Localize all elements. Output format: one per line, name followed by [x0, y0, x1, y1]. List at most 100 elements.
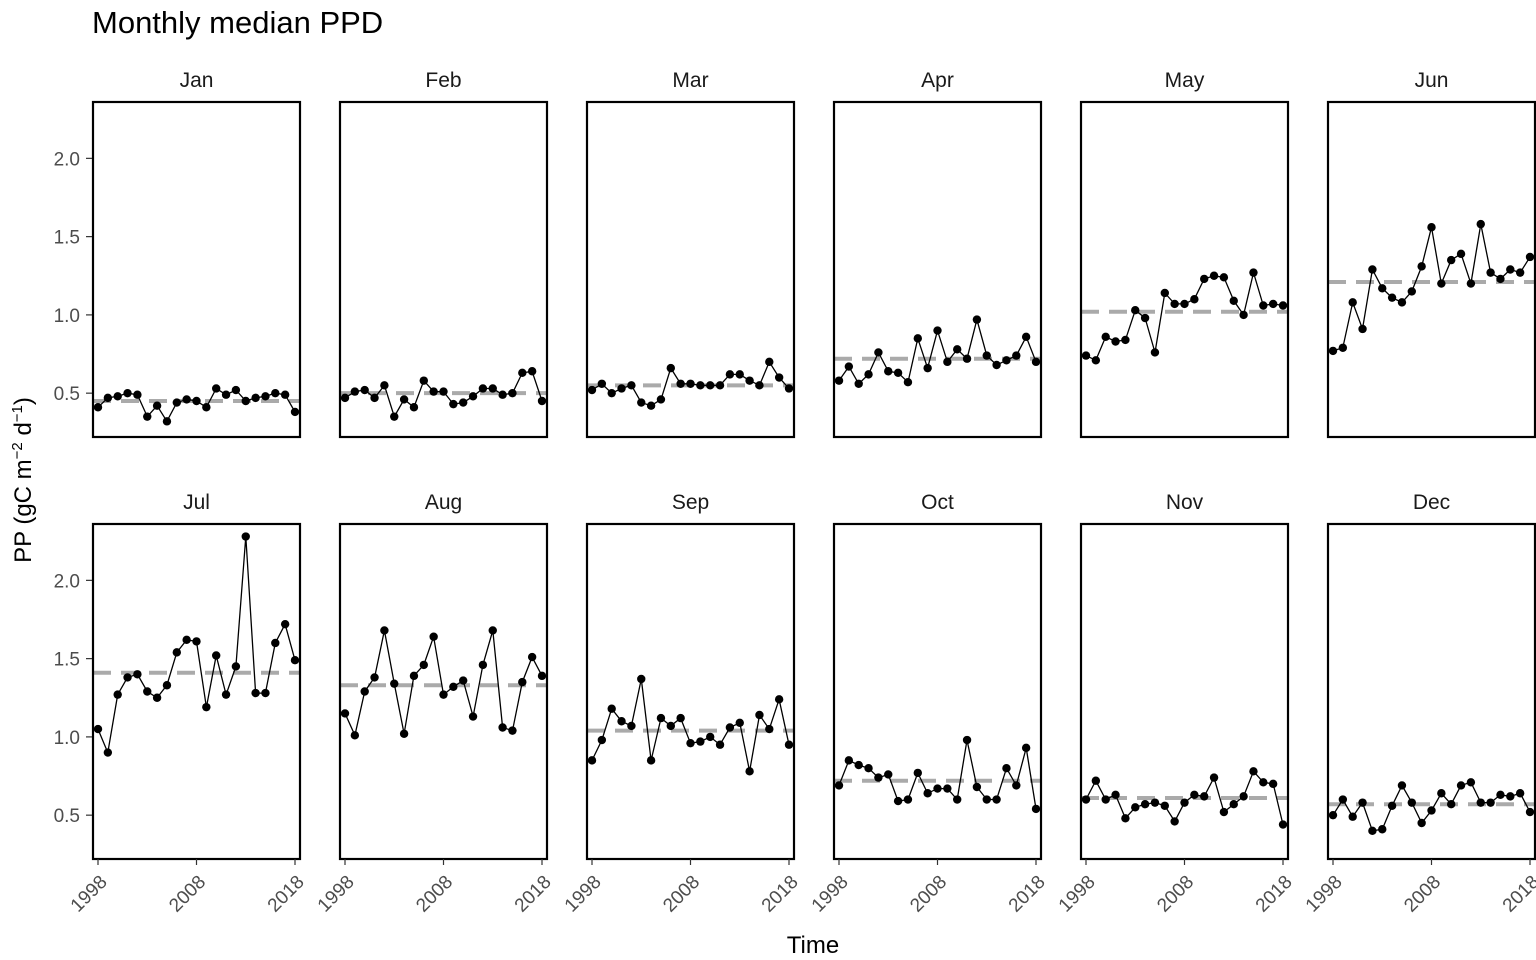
data-point	[646, 756, 656, 765]
x-tick-label: 2018	[758, 872, 803, 917]
data-point	[943, 357, 952, 367]
data-point	[1278, 301, 1288, 310]
data-point	[1506, 265, 1515, 274]
x-tick-label: 2018	[264, 872, 309, 917]
data-point	[537, 396, 547, 406]
data-point	[498, 390, 507, 399]
data-point	[864, 764, 873, 773]
data-point	[212, 384, 221, 393]
data-point	[1338, 343, 1348, 352]
data-point	[192, 396, 201, 406]
data-point	[962, 735, 972, 745]
data-point	[903, 378, 913, 387]
data-point	[1200, 274, 1209, 284]
data-point	[202, 702, 211, 712]
data-point	[1268, 299, 1278, 309]
data-point	[143, 412, 152, 421]
data-point	[370, 393, 379, 403]
y-tick-label: 1.0	[54, 728, 80, 749]
data-point	[656, 713, 666, 723]
x-tick-label: 1998	[561, 872, 606, 917]
data-point	[419, 376, 428, 385]
data-point	[1456, 249, 1466, 259]
data-point	[884, 367, 893, 376]
data-point	[1348, 812, 1357, 821]
data-point	[1486, 798, 1495, 807]
data-point	[1002, 764, 1011, 773]
data-point	[488, 384, 497, 393]
data-point	[133, 670, 142, 679]
data-point	[290, 407, 300, 417]
data-point	[1091, 776, 1101, 785]
data-point	[449, 682, 458, 692]
data-point	[1012, 351, 1021, 360]
data-point	[123, 388, 132, 398]
data-point	[380, 626, 389, 635]
x-tick-label: 2018	[1499, 872, 1536, 917]
data-point	[1031, 357, 1041, 367]
series-line	[344, 630, 543, 738]
data-point	[1229, 800, 1238, 809]
data-point	[123, 673, 132, 682]
panel-apr: Apr	[832, 69, 1043, 439]
data-point	[1101, 795, 1110, 804]
data-point	[1466, 778, 1476, 787]
data-point	[280, 390, 290, 399]
panel-title: Aug	[425, 491, 462, 514]
data-point	[953, 345, 962, 354]
data-point	[350, 387, 360, 396]
panel-border	[832, 100, 1043, 439]
data-point	[360, 385, 369, 395]
data-point	[962, 354, 972, 363]
data-point	[874, 773, 883, 782]
data-point	[113, 392, 122, 401]
panel-border	[91, 100, 302, 439]
data-point	[1209, 271, 1219, 280]
data-point	[1476, 219, 1485, 229]
data-point	[113, 690, 122, 699]
data-point	[1407, 287, 1417, 296]
data-point	[1496, 790, 1505, 800]
y-tick-label: 1.0	[54, 306, 80, 327]
data-point	[1170, 817, 1179, 826]
data-point	[1121, 335, 1130, 345]
data-point	[864, 370, 873, 379]
data-point	[172, 648, 181, 657]
data-point	[587, 385, 597, 395]
data-point	[1437, 279, 1446, 288]
data-point	[429, 387, 438, 396]
data-point	[903, 795, 913, 804]
data-point	[1447, 255, 1456, 265]
x-axis-title: Time	[787, 932, 839, 959]
data-point	[774, 695, 784, 704]
data-point	[1496, 274, 1505, 284]
data-point	[854, 379, 863, 388]
data-point	[1229, 296, 1238, 306]
data-point	[1456, 781, 1466, 790]
data-point	[1447, 800, 1456, 809]
panel-jul: Jul 1998 2008 2018	[67, 491, 309, 917]
data-point	[1249, 268, 1258, 277]
panel-title: Jan	[180, 69, 214, 92]
data-point	[1338, 795, 1348, 804]
data-point	[221, 390, 231, 399]
data-point	[1111, 790, 1120, 800]
data-point	[696, 737, 705, 746]
data-point	[1239, 792, 1248, 801]
x-tick-label: 2018	[511, 872, 556, 917]
data-point	[617, 384, 626, 393]
data-point	[390, 412, 399, 421]
data-point	[686, 379, 695, 388]
data-point	[1417, 818, 1426, 828]
data-point	[380, 381, 389, 390]
data-point	[537, 671, 547, 681]
panel-title: Apr	[921, 69, 954, 92]
data-point	[1150, 348, 1160, 357]
y-tick-label: 2.0	[54, 149, 80, 170]
data-point	[143, 687, 152, 696]
x-tick-label: 2008	[1400, 872, 1445, 917]
data-point	[1002, 356, 1011, 365]
data-point	[1268, 779, 1278, 789]
data-point	[933, 326, 942, 335]
y-axis-title-exp1: −2	[9, 442, 26, 459]
